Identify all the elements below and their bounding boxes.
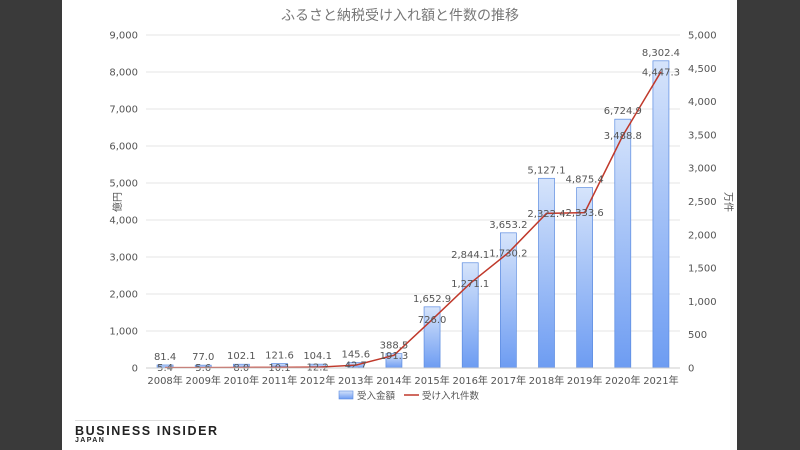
brand-logo-sub: JAPAN [75,437,106,444]
y2-tick-label: 500 [688,330,707,341]
bar-data-label: 104.1 [303,351,332,362]
bar-data-label: 4,875.4 [566,175,604,186]
x-tick-label: 2008年 [147,374,182,387]
y-tick-label: 7,000 [109,105,138,116]
y2-tick-label: 2,000 [688,230,717,241]
legend-bar-label: 受入金額 [357,390,396,402]
bar-data-label: 145.6 [341,350,370,361]
x-tick-label: 2017年 [491,374,526,387]
line-data-label: 3,488.8 [604,131,642,142]
x-tick-label: 2018年 [529,374,564,387]
x-tick-label: 2015年 [414,374,449,387]
x-tick-label: 2013年 [338,374,373,387]
y-tick-label: 4,000 [109,216,138,227]
y-tick-label: 6,000 [109,142,138,153]
x-tick-label: 2019年 [567,374,602,387]
line-data-label: 5.6 [195,363,211,374]
y2-tick-label: 4,000 [688,97,717,108]
line-data-label: 726.0 [418,315,447,326]
line-data-label: 4,447.3 [642,67,680,78]
x-tick-label: 2020年 [605,374,640,387]
x-tick-label: 2011年 [262,374,297,387]
bar-data-label: 81.4 [154,352,176,363]
y2-tick-label: 1,000 [688,297,717,308]
y-tick-label: 2,000 [109,290,138,301]
x-tick-label: 2014年 [376,374,411,387]
x-tick-label: 2016年 [452,374,487,387]
y2-tick-label: 5,000 [688,31,717,42]
y2-tick-label: 0 [688,364,694,375]
line-data-label: 2,322.4 [527,209,565,220]
bar [652,60,670,369]
y2-tick-label: 1,500 [688,264,717,275]
bar-data-label: 1,652.9 [413,294,451,305]
line-data-label: 191.3 [380,351,409,362]
bar-data-label: 6,724.9 [604,106,642,117]
y-tick-label: 3,000 [109,253,138,264]
y-axis-label: 億円 [111,192,124,212]
bar-data-label: 2,844.1 [451,250,489,261]
line-data-label: 1,730.2 [489,248,527,259]
y2-tick-label: 3,000 [688,164,717,175]
x-tick-label: 2009年 [185,374,220,387]
y-tick-label: 0 [132,364,138,375]
y2-tick-label: 4,500 [688,64,717,75]
x-tick-label: 2010年 [224,374,259,387]
x-tick-label: 2021年 [643,374,678,387]
line-data-label: 1,271.1 [451,279,489,290]
bar-data-label: 3,653.2 [489,220,527,231]
line-series [165,71,662,369]
y2-axis-label: 万件 [722,192,734,212]
brand-logo: BUSINESS INSIDER [75,424,219,438]
y-tick-label: 5,000 [109,179,138,190]
y2-tick-label: 2,500 [688,197,717,208]
line-data-label: 2,333.6 [566,208,604,219]
bar-data-label: 8,302.4 [642,48,680,59]
y-tick-label: 9,000 [109,31,138,42]
y-tick-label: 1,000 [109,327,138,338]
y-tick-label: 8,000 [109,68,138,79]
bar-data-label: 77.0 [192,352,214,363]
line-data-label: 42.7 [345,361,367,372]
bar-data-label: 102.1 [227,351,256,362]
chart-title: ふるさと納税受け入れ額と件数の推移 [281,8,519,24]
brand-divider [75,420,195,421]
bar [614,118,632,369]
y2-tick-label: 3,500 [688,130,717,141]
line-data-label: 5.4 [157,363,173,374]
legend-line-label: 受け入れ件数 [422,390,480,402]
bar [538,177,555,369]
legend: 受入金額 受け入れ件数 [338,390,480,402]
legend-bar-swatch [338,390,354,400]
bar-data-label: 5,127.1 [527,165,565,176]
bar-data-label: 121.6 [265,351,294,362]
x-tick-label: 2012年 [300,374,335,387]
bar-data-label: 388.5 [380,341,409,352]
